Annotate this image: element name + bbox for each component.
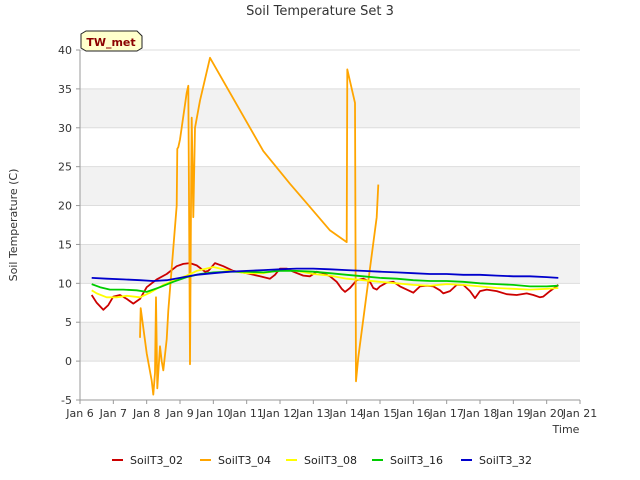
station-tag: TW_met <box>80 30 143 52</box>
y-tick-label: 35 <box>58 83 72 96</box>
legend-item-soilt3-02: SoilT3_02 <box>112 454 183 467</box>
plot-band <box>80 283 580 323</box>
series-line-soilt3-32 <box>91 267 559 282</box>
plot-band <box>80 205 580 245</box>
legend-label: SoilT3_02 <box>130 454 183 467</box>
series-line-soilt3-02 <box>90 262 559 311</box>
y-tick-label: -5 <box>61 394 72 407</box>
plot-band <box>80 50 580 89</box>
series-layer <box>90 56 559 396</box>
legend-label: SoilT3_08 <box>304 454 357 467</box>
x-tick-label: Jan 17 <box>428 407 463 420</box>
legend-item-soilt3-32: SoilT3_32 <box>461 454 532 467</box>
legend-label: SoilT3_32 <box>479 454 532 467</box>
y-tick-label: 5 <box>65 316 72 329</box>
x-tick-label: Jan 13 <box>295 407 330 420</box>
x-tick-label: Jan 7 <box>99 407 127 420</box>
y-tick-label: 0 <box>65 355 72 368</box>
x-tick-label: Jan 19 <box>495 407 530 420</box>
plot-background <box>80 50 580 400</box>
series-line-soilt3-16 <box>91 269 559 293</box>
legend-label: SoilT3_16 <box>390 454 443 467</box>
x-tick-label: Jan 8 <box>132 407 160 420</box>
axes <box>79 50 580 401</box>
y-tick-label: 20 <box>58 200 72 213</box>
x-tick-label: Jan 20 <box>528 407 563 420</box>
legend-item-soilt3-04: SoilT3_04 <box>200 454 271 467</box>
plot-band <box>80 166 580 206</box>
y-tick-label: 40 <box>58 44 72 57</box>
y-tick-label: 30 <box>58 122 72 135</box>
series-line-soilt3-04 <box>139 56 380 396</box>
legend-item-soilt3-08: SoilT3_08 <box>286 454 357 467</box>
y-tick-label: 10 <box>58 277 72 290</box>
station-tag-label: TW_met <box>86 36 135 49</box>
legend-label: SoilT3_04 <box>218 454 271 467</box>
plot-band <box>80 127 580 167</box>
x-tick-label: Jan 15 <box>362 407 397 420</box>
y-axis-ticks: -5 0 5 10 15 20 25 30 35 40 <box>58 44 80 407</box>
station-tag-box <box>80 30 143 52</box>
y-tick-label: 25 <box>58 161 72 174</box>
y-tick-label: 15 <box>58 238 72 251</box>
x-tick-label: Jan 18 <box>462 407 497 420</box>
x-axis-title: Time <box>552 423 580 436</box>
gridlines <box>80 49 580 401</box>
x-tick-label: Jan 10 <box>195 407 230 420</box>
x-tick-label: Jan 12 <box>262 407 297 420</box>
x-tick-label: Jan 14 <box>328 407 363 420</box>
x-tick-label: Jan 6 <box>65 407 93 420</box>
legend: SoilT3_02 SoilT3_04 SoilT3_08 SoilT3_16 Soil… <box>112 454 532 467</box>
x-tick-label: Jan 21 <box>562 407 597 420</box>
chart-title: Soil Temperature Set 3 <box>246 4 394 19</box>
x-tick-label: Jan 11 <box>228 407 263 420</box>
plot-band <box>80 322 580 362</box>
plot-band <box>80 244 580 284</box>
plot-band <box>80 88 580 128</box>
legend-item-soilt3-16: SoilT3_16 <box>372 454 443 467</box>
y-axis-title: Soil Temperature (C) <box>7 169 20 282</box>
x-tick-label: Jan 9 <box>165 407 193 420</box>
x-tick-label: Jan 16 <box>395 407 430 420</box>
